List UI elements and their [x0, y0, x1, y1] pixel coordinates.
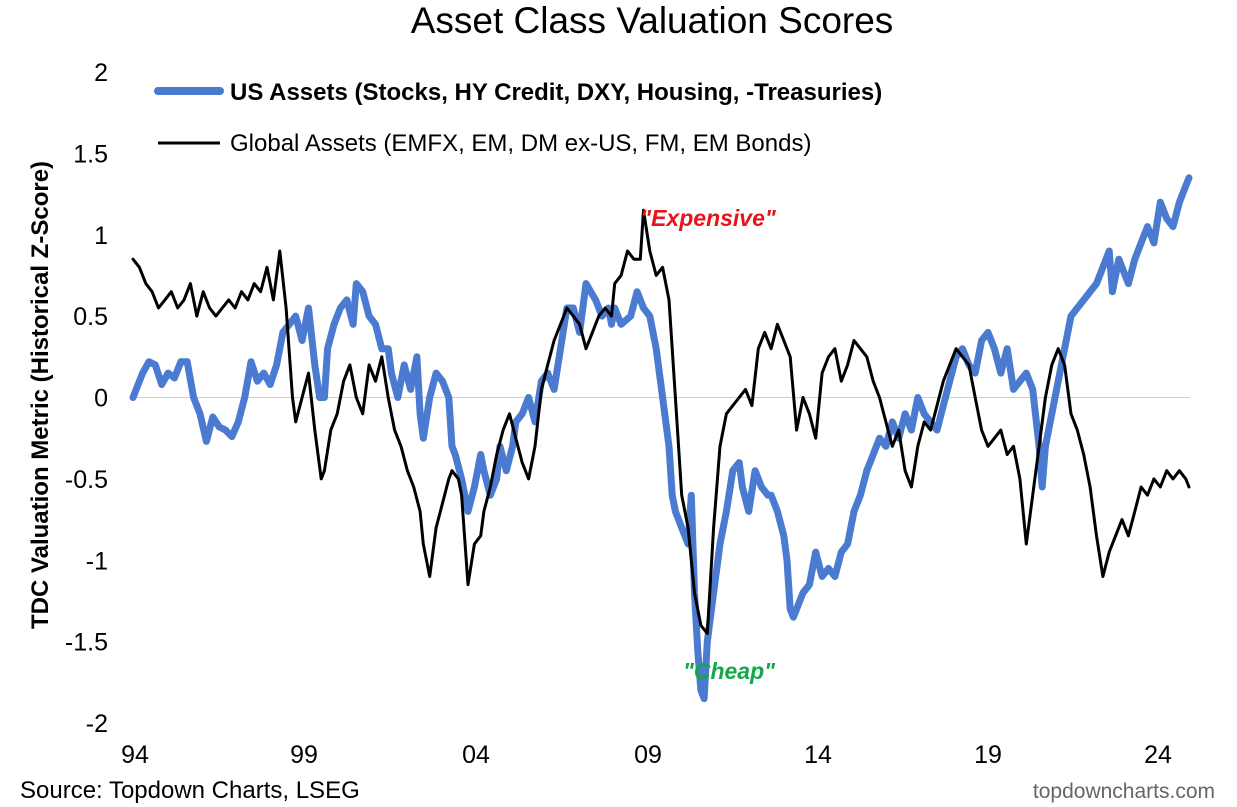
y-tick-label: 0.5: [73, 303, 108, 331]
x-tick-label: 04: [462, 741, 490, 769]
legend: US Assets (Stocks, HY Credit, DXY, Housi…: [154, 79, 882, 157]
y-tick-label: -0.5: [65, 466, 108, 494]
source-note: Source: Topdown Charts, LSEG: [20, 777, 360, 804]
x-tick-label: 19: [974, 741, 1002, 769]
series-us-assets-line: [129, 174, 1193, 703]
series-global-assets-line: [131, 208, 1191, 635]
y-tick-label: -1: [86, 547, 108, 575]
y-tick-label: 1: [94, 222, 108, 250]
y-axis-label: TDC Valuation Metric (Historical Z-Score…: [27, 161, 54, 629]
y-tick-label: 2: [94, 59, 108, 87]
legend-label-global-assets: Global Assets (EMFX, EM, DM ex-US, FM, E…: [230, 130, 811, 157]
y-tick-label: -2: [86, 710, 108, 738]
y-axis-ticks: 2 1.5 1 0.5 0 -0.5 -1 -1.5 -2: [65, 59, 108, 738]
x-tick-label: 14: [804, 741, 832, 769]
x-axis-ticks: 94 99 04 09 14 19 24: [121, 741, 1172, 769]
x-tick-label: 09: [634, 741, 662, 769]
annotation-cheap: "Cheap": [683, 658, 776, 684]
x-tick-label: 99: [290, 741, 318, 769]
x-tick-label: 94: [121, 741, 149, 769]
annotation-expensive: "Expensive": [640, 205, 777, 231]
y-tick-label: 0: [94, 385, 108, 413]
brand-watermark: topdowncharts.com: [1033, 780, 1215, 803]
x-tick-label: 24: [1144, 741, 1172, 769]
y-tick-label: -1.5: [65, 629, 108, 657]
chart-title: Asset Class Valuation Scores: [411, 0, 894, 41]
series-layer: [129, 174, 1193, 703]
legend-label-us-assets: US Assets (Stocks, HY Credit, DXY, Housi…: [230, 79, 882, 106]
y-tick-label: 1.5: [73, 140, 108, 168]
